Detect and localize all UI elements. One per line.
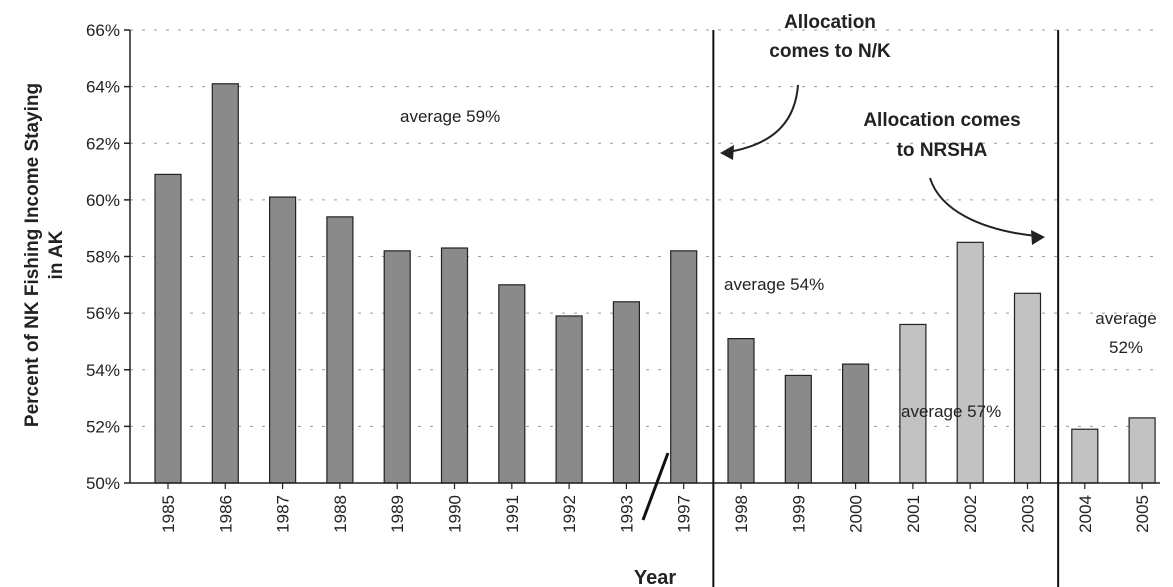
x-tick-label-2004: 2004 bbox=[1076, 495, 1095, 533]
x-tick-label-1998: 1998 bbox=[732, 495, 751, 533]
arrow-allocation-nrsha bbox=[929, 177, 1037, 237]
x-tick-label-1993: 1993 bbox=[617, 495, 636, 533]
bar-1990 bbox=[440, 247, 469, 484]
x-tick-label-1986: 1986 bbox=[216, 495, 235, 533]
arrow-allocation-nrsha-head bbox=[1031, 230, 1045, 245]
bar-1992 bbox=[555, 315, 583, 484]
annotation-average-57: average 57% bbox=[901, 402, 1001, 421]
bar-1989 bbox=[383, 250, 411, 484]
annotation-allocation-nrsha-line2: to NRSHA bbox=[897, 140, 988, 161]
bar-1985 bbox=[154, 173, 182, 484]
bar-1988 bbox=[326, 216, 354, 484]
bar-1987 bbox=[269, 196, 297, 484]
y-tick-label: 50% bbox=[86, 474, 120, 493]
y-tick-label: 56% bbox=[86, 304, 120, 323]
bars bbox=[154, 83, 1156, 484]
bar-2005 bbox=[1128, 417, 1156, 484]
y-tick-label: 64% bbox=[86, 78, 120, 97]
bar-2000 bbox=[841, 363, 870, 484]
axis-break-mark bbox=[641, 452, 670, 521]
x-tick-label-1985: 1985 bbox=[159, 495, 178, 533]
y-axis-title-line2: in AK bbox=[46, 230, 67, 279]
bar-1993 bbox=[612, 301, 641, 484]
annotation-average-52-line2: 52% bbox=[1109, 338, 1143, 357]
y-tick-label: 66% bbox=[86, 21, 120, 40]
x-tick-label-1988: 1988 bbox=[331, 495, 350, 533]
bar-2002 bbox=[956, 241, 984, 484]
annotation-allocation-nk-line2: comes to N/K bbox=[769, 41, 891, 62]
y-axis: 50% 52% 54% 56% 58% 60% 62% 64% 66% bbox=[86, 21, 131, 493]
bar-1991 bbox=[498, 284, 526, 484]
annotation-allocation-nk-line1: Allocation bbox=[784, 12, 876, 33]
x-tick-label-1990: 1990 bbox=[446, 495, 465, 533]
arrow-allocation-nk bbox=[727, 84, 799, 153]
x-tick-label-1989: 1989 bbox=[388, 495, 407, 533]
bar-1986 bbox=[211, 83, 239, 484]
y-axis-title-line1: Percent of NK Fishing Income Staying bbox=[22, 83, 43, 427]
y-tick-label: 62% bbox=[86, 134, 120, 153]
x-axis: 1985 1986 1987 1988 1989 1990 1991 1992 1993 1997… bbox=[130, 482, 1160, 533]
bar-1997 bbox=[670, 250, 698, 484]
x-tick-label-2000: 2000 bbox=[847, 495, 866, 533]
x-tick-label-1991: 1991 bbox=[503, 495, 522, 533]
y-tick-label: 52% bbox=[86, 417, 120, 436]
y-tick-label: 54% bbox=[86, 361, 120, 380]
x-axis-title: Year bbox=[634, 567, 676, 587]
bar-2004 bbox=[1071, 428, 1099, 484]
x-tick-label-1999: 1999 bbox=[789, 495, 808, 533]
x-tick-label-1992: 1992 bbox=[560, 495, 579, 533]
period-dividers bbox=[712, 30, 1060, 587]
y-tick-label: 60% bbox=[86, 191, 120, 210]
x-tick-label-1987: 1987 bbox=[274, 495, 293, 533]
bar-2003 bbox=[1013, 292, 1042, 484]
x-tick-label-1997: 1997 bbox=[675, 495, 694, 533]
x-tick-label-2003: 2003 bbox=[1019, 495, 1038, 533]
x-tick-label-2005: 2005 bbox=[1133, 495, 1152, 533]
bar-2001 bbox=[899, 323, 927, 484]
annotation-average-52-line1: average bbox=[1095, 309, 1156, 328]
annotation-allocation-nrsha-line1: Allocation comes bbox=[863, 110, 1020, 131]
x-tick-label-2002: 2002 bbox=[961, 495, 980, 533]
bar-1998 bbox=[727, 338, 755, 484]
y-tick-label: 58% bbox=[86, 248, 120, 267]
bar-1999 bbox=[784, 374, 812, 484]
arrow-allocation-nk-head bbox=[720, 145, 734, 160]
annotation-average-54: average 54% bbox=[724, 275, 824, 294]
annotation-average-59: average 59% bbox=[400, 107, 500, 126]
x-tick-label-2001: 2001 bbox=[904, 495, 923, 533]
